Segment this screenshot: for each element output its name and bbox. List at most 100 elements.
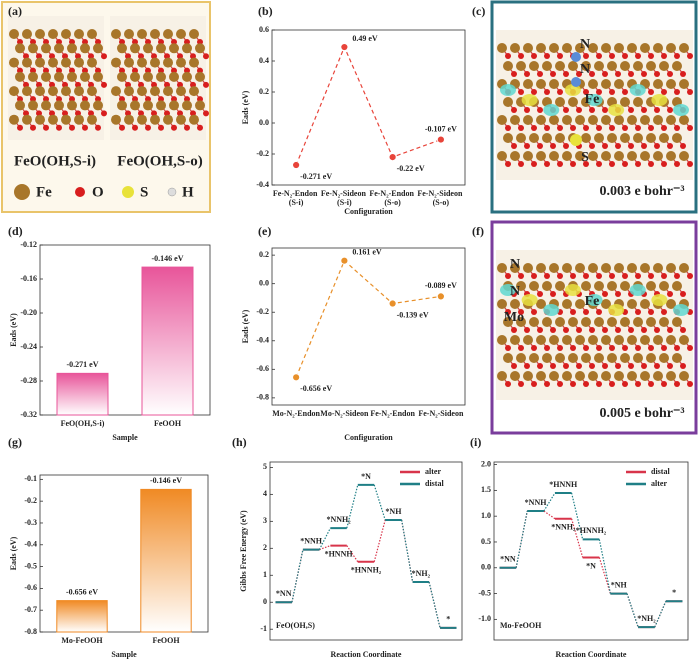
atom [536,43,546,53]
atom [589,143,595,149]
atom [596,345,602,351]
atom [132,124,138,131]
atom [602,363,608,369]
data-point [292,373,301,382]
atom [674,89,680,95]
atom [171,96,177,103]
atom [674,381,680,387]
density-blob [629,284,646,296]
atom [524,327,530,333]
atom [672,61,682,71]
atom [17,96,23,103]
atom [54,43,64,54]
atom [529,353,539,363]
density-blob [608,104,625,116]
atom [622,381,628,387]
plot-frame [39,474,209,633]
density-blob [586,94,603,106]
atom [646,133,656,143]
bar [141,266,194,416]
atom [536,335,546,345]
data-point [436,292,445,301]
atom [171,124,177,131]
atom [609,345,615,351]
atom [601,371,611,381]
atom [156,43,166,54]
atom [189,29,199,39]
atom [615,143,621,149]
atom [542,317,552,327]
atom [614,263,624,273]
atom-label: N [580,62,590,77]
y-tick-label: 0.4 [259,56,269,65]
atom [550,291,556,297]
atom [17,67,23,74]
y-tick-label: 0.2 [259,250,269,259]
value-label: -0.107 eV [425,124,457,133]
atom [203,53,209,60]
atom [648,53,654,59]
atom [653,335,663,345]
density-blob [651,94,668,106]
atom [615,363,621,369]
atom [661,125,667,131]
atom [537,71,543,77]
atom [95,124,101,131]
atom [9,114,19,125]
panel-label: (i) [470,435,481,449]
atom [557,345,563,351]
atom [536,115,546,125]
atom [497,371,507,381]
atom [562,371,572,381]
atom [111,86,121,97]
y-tick-label: -0.7 [24,605,37,614]
atom [648,161,654,167]
atom [583,273,589,279]
panel-label: (h) [232,435,247,449]
atom [171,39,177,45]
atom [609,125,615,131]
atom [511,327,517,333]
atom [570,381,576,387]
atom [43,96,49,103]
atom [124,114,134,125]
atom [640,263,650,273]
atom [544,53,550,59]
atom [622,125,628,131]
atom [633,61,643,71]
panel-label: (a) [8,4,22,18]
atom [524,71,530,77]
legend-label: alter [651,479,667,488]
atom [602,327,608,333]
atom [615,71,621,77]
atom [69,96,75,103]
y-tick-label: -0.1 [24,474,37,483]
step-label: *NNH [300,536,323,545]
atom [588,335,598,345]
atom [575,115,585,125]
density-blob [500,284,516,296]
panel-label: (b) [258,4,273,18]
atom [130,43,140,54]
atom [150,114,160,125]
atom [653,263,663,273]
isosurface-caption: 0.005 e bohr⁻³ [599,406,684,421]
plot-frame [271,29,466,186]
y-tick-label: -0.24 [20,342,37,351]
atom [583,125,589,131]
atom [518,345,524,351]
x-tick-label: Mo-N₂-Endon [272,409,320,418]
atom [511,363,517,369]
data-point [388,299,397,308]
y-tick-label: 0.6 [259,25,269,34]
atom [659,317,669,327]
atom [518,273,524,279]
atom [22,86,32,97]
atom [35,114,45,125]
atom [609,161,615,167]
density-blob [564,284,581,296]
atom [156,100,166,111]
atom [537,143,543,149]
atom [555,61,565,71]
atom [117,100,127,111]
